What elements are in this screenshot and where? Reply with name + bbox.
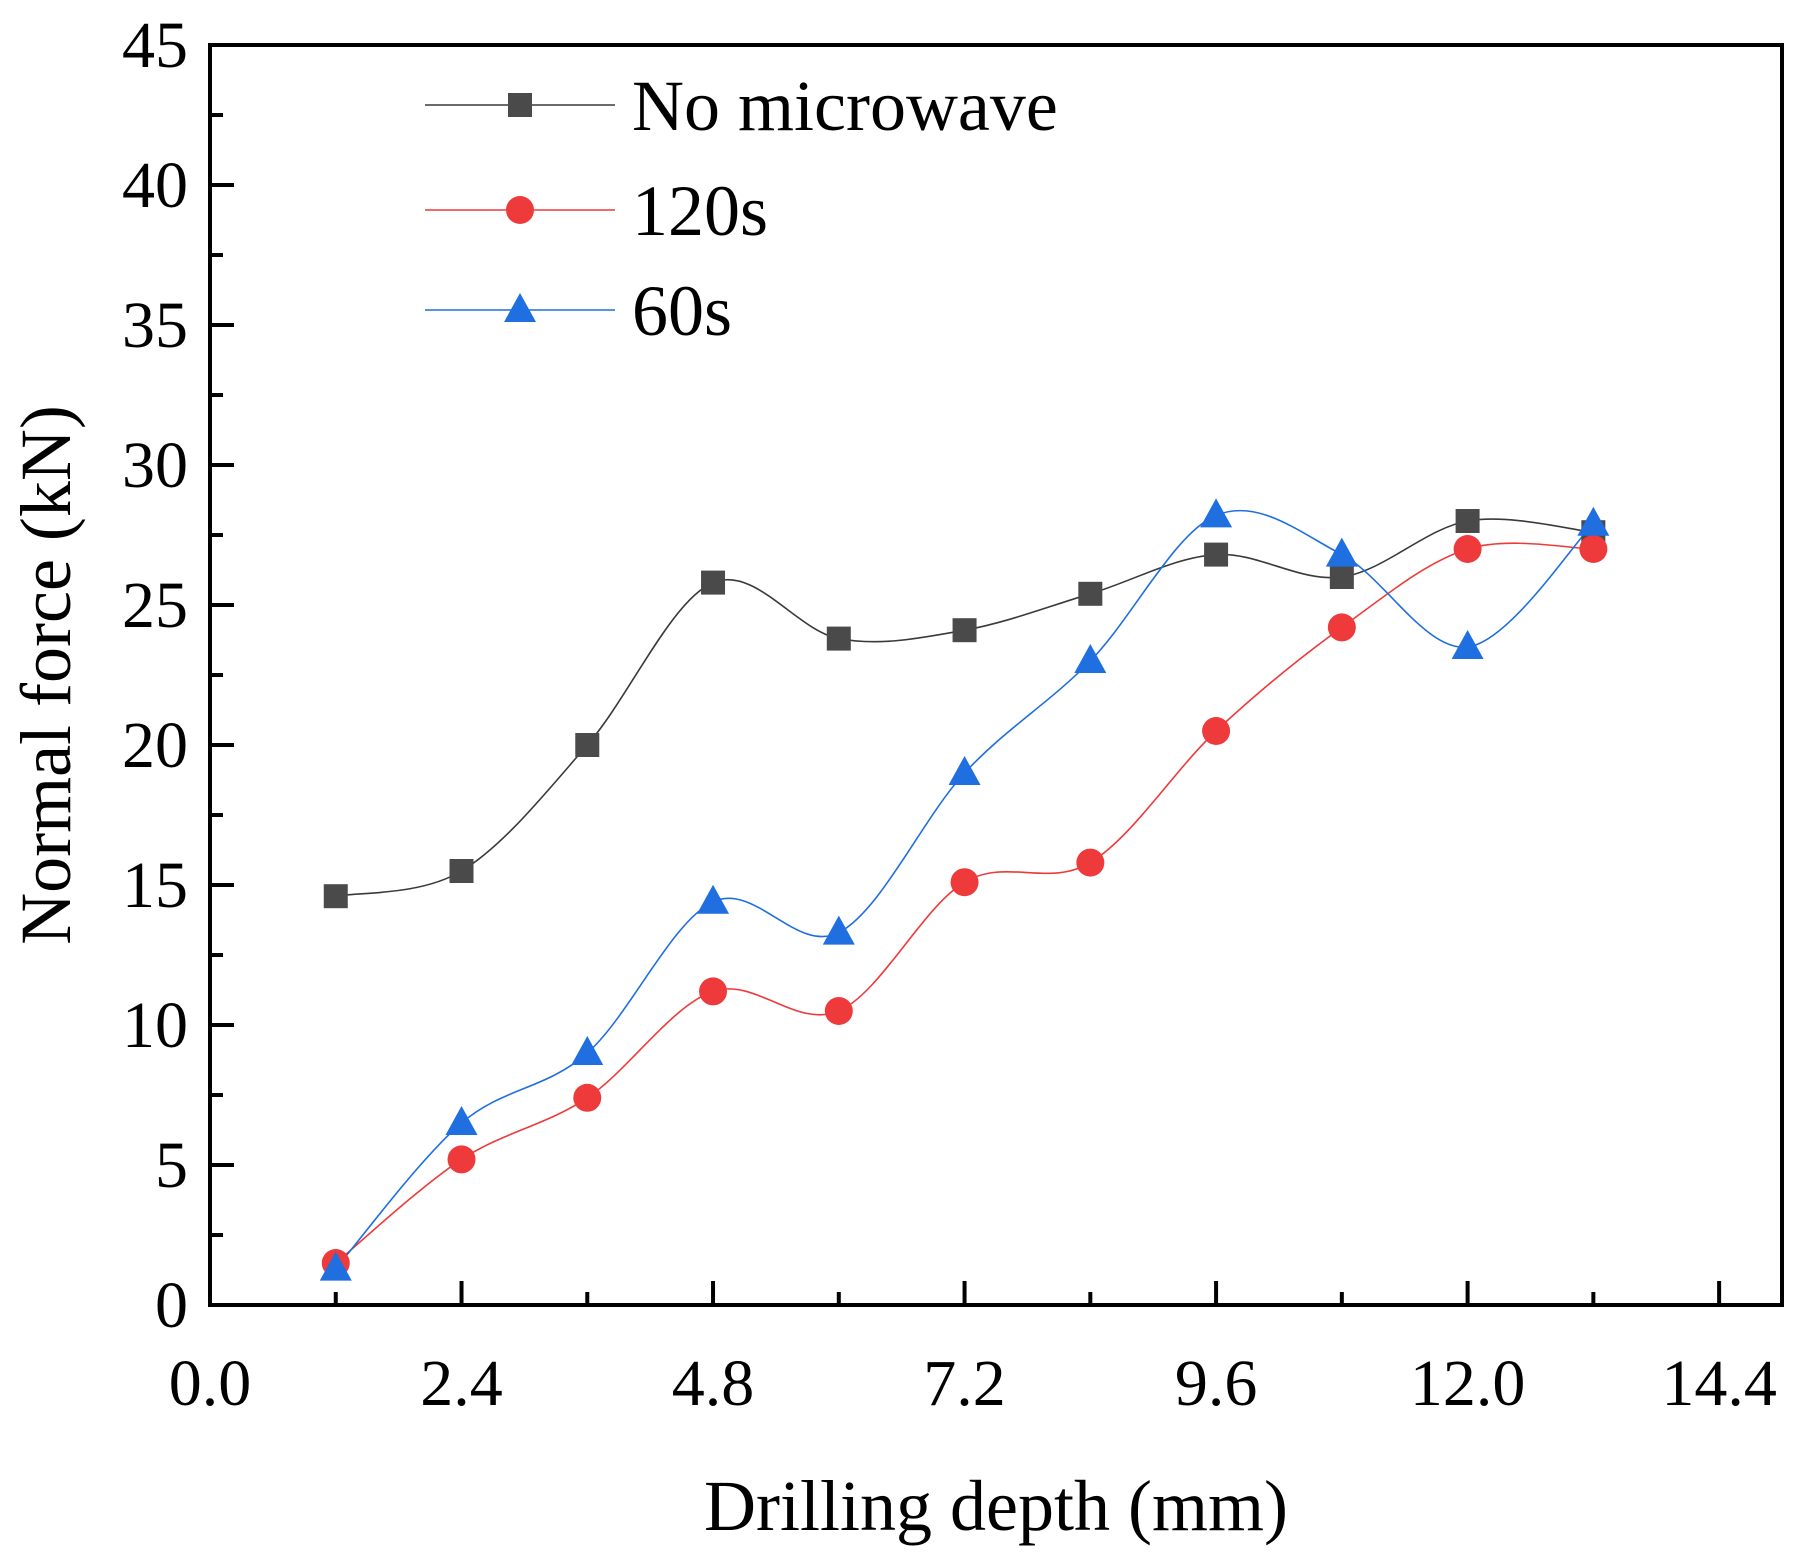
y-tick-label: 40: [122, 149, 188, 222]
data-point-series-0: [1329, 565, 1354, 589]
data-point-series-1: [950, 868, 979, 897]
legend: No microwave 120s 60s: [425, 66, 1058, 351]
axis-ticks: [208, 43, 1722, 1307]
legend-label: No microwave: [632, 66, 1058, 146]
x-tick-label: 2.4: [420, 1347, 503, 1420]
data-point-series-0: [701, 570, 726, 595]
x-axis-title: Drilling depth (mm): [704, 1466, 1288, 1546]
data-point-series-2: [1451, 630, 1484, 659]
y-tick-label: 0: [155, 1269, 188, 1342]
y-tick-label: 30: [122, 429, 188, 502]
data-point-series-1: [1202, 717, 1231, 745]
data-point-series-1: [1327, 613, 1356, 642]
data-point-series-2: [319, 1251, 352, 1281]
data-point-series-2: [445, 1106, 478, 1135]
data-point-series-1: [1579, 535, 1608, 563]
y-tick-label: 15: [122, 849, 188, 922]
data-point-series-1: [573, 1083, 602, 1112]
data-point-series-2: [1577, 506, 1610, 536]
data-point-series-2: [697, 884, 730, 914]
data-point-series-1: [699, 977, 728, 1006]
data-point-series-1: [447, 1145, 476, 1174]
y-tick-label: 5: [155, 1129, 188, 1202]
series-markers: [319, 498, 1610, 1281]
data-point-series-0: [1204, 542, 1229, 567]
data-point-series-0: [1078, 581, 1103, 606]
data-point-series-0: [575, 733, 600, 757]
data-point-series-1: [824, 997, 853, 1025]
legend-label: 60s: [632, 271, 732, 351]
legend-label: 120s: [632, 171, 768, 251]
y-tick-label: 10: [122, 989, 188, 1062]
x-tick-label: 14.4: [1661, 1347, 1777, 1420]
series-line-0: [335, 518, 1594, 897]
x-tick-label: 0.0: [169, 1347, 252, 1420]
data-point-series-0: [323, 884, 348, 909]
y-tick-label: 25: [122, 569, 188, 642]
data-point-series-0: [952, 618, 977, 643]
data-point-series-1: [1076, 848, 1105, 877]
x-tick-label: 7.2: [923, 1347, 1006, 1420]
x-tick-label: 4.8: [672, 1347, 755, 1420]
axis-tick-labels: 0.0 2.4 4.8 7.2 9.6 12.0 14.4 0 5 10 15 20 25 30 35 40 4…: [122, 9, 1777, 1420]
data-point-series-1: [1453, 535, 1482, 563]
data-point-series-2: [1074, 644, 1107, 673]
data-point-series-0: [826, 626, 851, 651]
data-point-series-0: [449, 859, 474, 883]
legend-marker: [506, 196, 534, 224]
plot-frame: [208, 43, 1784, 1307]
series-line-1: [335, 542, 1594, 1264]
y-tick-label: 35: [122, 289, 188, 362]
y-tick-label: 45: [122, 9, 188, 82]
data-point-series-2: [1325, 537, 1358, 567]
legend-marker: [508, 93, 532, 117]
legend-marker: [504, 293, 536, 322]
data-point-series-2: [1200, 498, 1233, 528]
y-tick-label: 20: [122, 709, 188, 782]
x-tick-label: 12.0: [1410, 1347, 1526, 1420]
data-point-series-2: [571, 1036, 604, 1065]
data-point-series-2: [948, 756, 981, 785]
y-axis-title: Normal force (kN): [6, 405, 86, 945]
data-point-series-2: [822, 915, 855, 945]
x-tick-label: 9.6: [1175, 1347, 1258, 1420]
data-point-series-0: [1455, 509, 1480, 533]
